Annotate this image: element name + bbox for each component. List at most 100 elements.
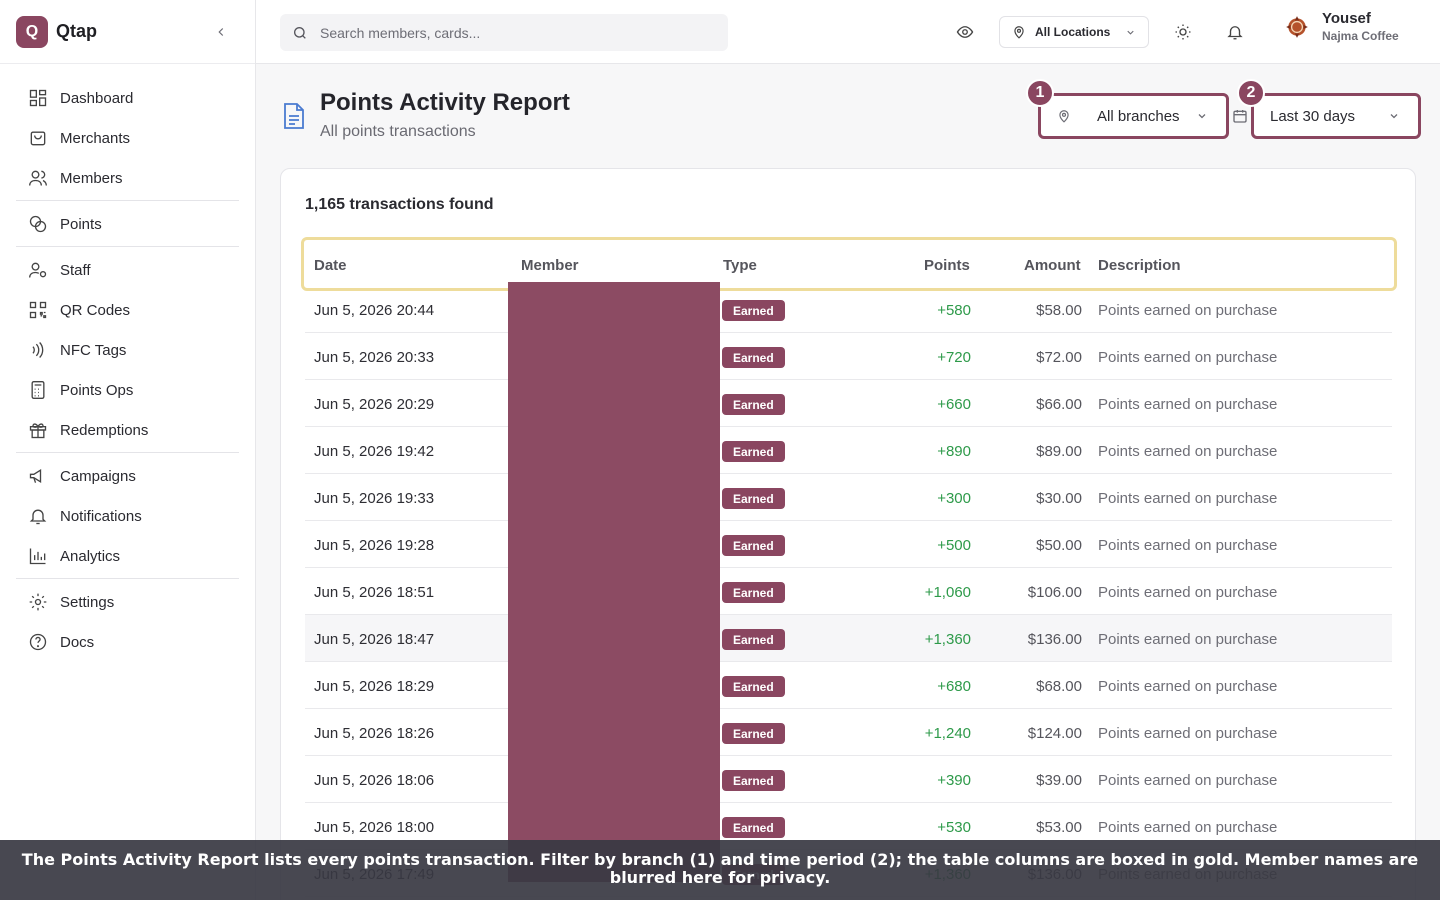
table-row[interactable]: Jun 5, 2026 20:33 Earned +720 $72.00 Points … bbox=[305, 333, 1392, 380]
notifications-button[interactable] bbox=[1223, 20, 1247, 44]
collapse-sidebar-button[interactable] bbox=[209, 20, 233, 44]
date-range-label: Last 30 days bbox=[1270, 107, 1356, 125]
avatar bbox=[1282, 11, 1312, 42]
table-row[interactable]: Jun 5, 2026 18:29 Earned +680 $68.00 Points … bbox=[305, 662, 1392, 709]
cell-amount: $72.00 bbox=[1036, 349, 1082, 366]
cell-description: Points earned on purchase bbox=[1098, 537, 1278, 554]
nav-divider bbox=[16, 246, 239, 247]
table-row[interactable]: Jun 5, 2026 18:51 Earned +1,060 $106.00 Poin… bbox=[305, 568, 1392, 615]
sidebar-item-settings[interactable]: Settings bbox=[16, 582, 239, 622]
cell-description: Points earned on purchase bbox=[1098, 819, 1278, 836]
transaction-count: 1,165 transactions found bbox=[305, 196, 494, 213]
table-row[interactable]: Jun 5, 2026 20:29 Earned +660 $66.00 Points … bbox=[305, 380, 1392, 427]
cell-amount: $136.00 bbox=[1027, 631, 1082, 648]
cell-points: +300 bbox=[937, 490, 971, 507]
calendar-icon bbox=[1233, 110, 1247, 123]
sidebar-item-members[interactable]: Members bbox=[16, 158, 239, 198]
cell-date: Jun 5, 2026 18:26 bbox=[314, 725, 435, 742]
member-redaction-overlay bbox=[508, 282, 720, 882]
cell-date: Jun 5, 2026 19:33 bbox=[314, 490, 435, 507]
chevron-down-icon bbox=[1390, 114, 1398, 119]
cell-description: Points earned on purchase bbox=[1098, 772, 1278, 789]
sidebar-item-redemptions[interactable]: Redemptions bbox=[16, 410, 239, 450]
branch-filter-select[interactable]: All branches bbox=[1038, 93, 1229, 139]
file-text-icon bbox=[284, 103, 304, 129]
cell-amount: $68.00 bbox=[1036, 678, 1082, 695]
type-badge: Earned bbox=[722, 488, 785, 509]
cell-date: Jun 5, 2026 19:42 bbox=[314, 443, 435, 460]
sidebar-item-label: Points bbox=[60, 215, 102, 233]
column-header-amount[interactable]: Amount bbox=[1024, 257, 1081, 274]
table-row[interactable]: Jun 5, 2026 20:44 Earned +580 $58.00 Points … bbox=[305, 286, 1392, 333]
sidebar-item-dashboard[interactable]: Dashboard bbox=[16, 78, 239, 118]
gear-icon bbox=[29, 593, 47, 611]
cell-description: Points earned on purchase bbox=[1098, 584, 1278, 601]
user-menu[interactable]: Yousef Najma Coffee bbox=[1282, 10, 1399, 43]
sidebar-item-merchants[interactable]: Merchants bbox=[16, 118, 239, 158]
cell-date: Jun 5, 2026 20:44 bbox=[314, 302, 435, 319]
column-header-date[interactable]: Date bbox=[314, 257, 347, 274]
column-header-points[interactable]: Points bbox=[924, 257, 970, 274]
gift-icon bbox=[29, 423, 47, 439]
brand-logo[interactable]: Q bbox=[16, 15, 48, 48]
sidebar-item-points-ops[interactable]: Points Ops bbox=[16, 370, 239, 410]
cell-description: Points earned on purchase bbox=[1098, 490, 1278, 507]
sidebar-item-points[interactable]: Points bbox=[16, 204, 239, 244]
visibility-toggle-button[interactable] bbox=[953, 20, 977, 44]
cell-description: Points earned on purchase bbox=[1098, 725, 1278, 742]
column-header-type[interactable]: Type bbox=[723, 257, 757, 274]
nav-divider bbox=[16, 200, 239, 201]
table-row[interactable]: Jun 5, 2026 18:47 Earned +1,360 $136.00 Poin… bbox=[305, 615, 1392, 662]
cell-points: +720 bbox=[937, 349, 971, 366]
cell-amount: $66.00 bbox=[1036, 396, 1082, 413]
column-header-description[interactable]: Description bbox=[1098, 257, 1181, 274]
table-row[interactable]: Jun 5, 2026 18:06 Earned +390 $39.00 Points … bbox=[305, 756, 1392, 803]
table-row[interactable]: Jun 5, 2026 18:26 Earned +1,240 $124.00 Poin… bbox=[305, 709, 1392, 756]
cell-amount: $89.00 bbox=[1036, 443, 1082, 460]
cell-points: +890 bbox=[937, 443, 971, 460]
sidebar-item-notifications[interactable]: Notifications bbox=[16, 496, 239, 536]
sidebar-item-campaigns[interactable]: Campaigns bbox=[16, 456, 239, 496]
sidebar-item-analytics[interactable]: Analytics bbox=[16, 536, 239, 576]
column-header-member[interactable]: Member bbox=[521, 257, 579, 274]
bell-icon bbox=[29, 509, 47, 525]
user-name: Yousef bbox=[1322, 10, 1371, 27]
sidebar-item-label: Docs bbox=[60, 633, 95, 651]
map-pin-icon bbox=[1014, 26, 1024, 39]
type-badge: Earned bbox=[722, 723, 785, 744]
table-row[interactable]: Jun 5, 2026 19:28 Earned +500 $50.00 Points … bbox=[305, 521, 1392, 568]
sidebar-nav: Dashboard Merchants Members Points Staff… bbox=[0, 64, 255, 662]
sidebar-item-nfc-tags[interactable]: NFC Tags bbox=[16, 330, 239, 370]
table-row[interactable]: Jun 5, 2026 19:42 Earned +890 $89.00 Points … bbox=[305, 427, 1392, 474]
cell-date: Jun 5, 2026 20:29 bbox=[314, 396, 435, 413]
topbar: All Locations Yousef Najma Coffee bbox=[256, 0, 1440, 64]
cell-date: Jun 5, 2026 19:28 bbox=[314, 537, 435, 554]
table-body: Jun 5, 2026 20:44 Earned +580 $58.00 Points … bbox=[305, 286, 1392, 897]
location-select-label: All Locations bbox=[1035, 25, 1111, 39]
location-select[interactable]: All Locations bbox=[999, 16, 1149, 48]
search-icon bbox=[294, 26, 306, 39]
type-badge: Earned bbox=[722, 394, 785, 415]
search-input[interactable] bbox=[320, 24, 700, 41]
sidebar-item-qr-codes[interactable]: QR Codes bbox=[16, 290, 239, 330]
theme-toggle-button[interactable] bbox=[1171, 20, 1195, 44]
user-info: Yousef Najma Coffee bbox=[1322, 10, 1399, 43]
table-row[interactable]: Jun 5, 2026 19:33 Earned +300 $30.00 Points … bbox=[305, 474, 1392, 521]
calculator-icon bbox=[31, 381, 45, 399]
cell-description: Points earned on purchase bbox=[1098, 349, 1278, 366]
sidebar-item-label: Staff bbox=[60, 261, 91, 279]
cell-points: +1,240 bbox=[924, 725, 971, 742]
cell-amount: $106.00 bbox=[1027, 584, 1082, 601]
cell-points: +390 bbox=[937, 772, 971, 789]
sidebar-item-docs[interactable]: Docs bbox=[16, 622, 239, 662]
sidebar: Q Qtap Dashboard Merchants Members Point… bbox=[0, 0, 256, 900]
type-badge: Earned bbox=[722, 300, 785, 321]
date-range-select[interactable]: Last 30 days bbox=[1251, 93, 1421, 139]
sidebar-item-label: Settings bbox=[60, 593, 115, 611]
sidebar-item-label: Merchants bbox=[60, 129, 131, 147]
table-header: Date Member Type Points Amount Descripti… bbox=[301, 237, 1397, 291]
sidebar-item-staff[interactable]: Staff bbox=[16, 250, 239, 290]
cell-amount: $53.00 bbox=[1036, 819, 1082, 836]
cell-description: Points earned on purchase bbox=[1098, 443, 1278, 460]
cell-amount: $30.00 bbox=[1036, 490, 1082, 507]
